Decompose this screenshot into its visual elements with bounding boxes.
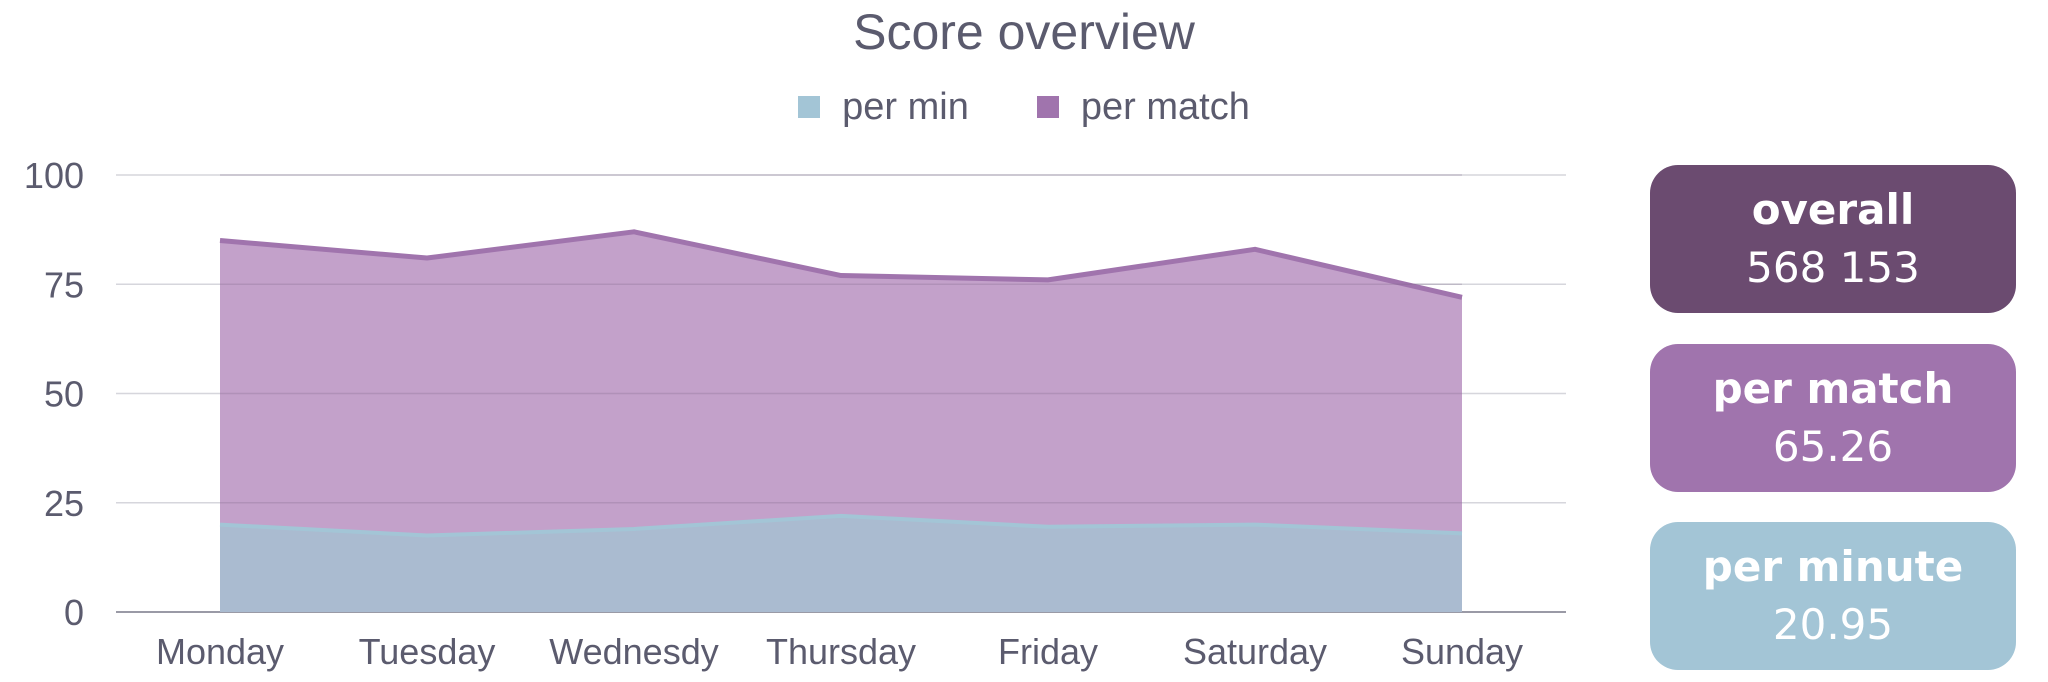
area-chart: 0 25 50 75 100 Monday Tuesday Wednesdy Thursday F… [24,155,1566,672]
x-tick-label: Wednesdy [549,631,718,672]
overall-value: 568 153 [1746,243,1920,292]
legend-swatch-per-match [1036,96,1059,118]
legend-label-per-min: per min [842,85,969,128]
x-tick-label: Thursday [766,631,916,672]
overall-card: overall 568 153 [1650,165,2016,313]
chart-title: Score overview [853,4,1195,60]
y-tick-label: 0 [64,592,84,633]
per-match-label: per match [1712,364,1954,413]
legend-item-per-match: per match [1036,85,1250,129]
per-match-card: per match 65.26 [1650,344,2016,492]
x-tick-label: Tuesday [359,631,496,672]
per-minute-value: 20.95 [1772,600,1894,649]
x-tick-label: Monday [156,631,284,672]
x-tick-label: Friday [998,631,1098,672]
x-tick-label: Saturday [1183,631,1327,672]
legend-item-per-min: per min [798,86,969,129]
chart-legend: per min per match [0,80,2048,134]
area-per-min [220,515,1462,612]
x-tick-label: Sunday [1401,631,1523,672]
y-tick-label: 50 [44,374,84,415]
legend-swatch-per-min [798,96,821,118]
per-minute-label: per minute [1702,542,1964,591]
per-match-value: 65.26 [1772,422,1894,471]
y-tick-label: 100 [24,155,84,196]
y-tick-label: 25 [44,483,84,524]
per-minute-card: per minute 20.95 [1650,522,2016,670]
y-tick-label: 75 [44,264,84,305]
legend-label-per-match: per match [1080,85,1250,128]
overall-label: overall [1751,185,1915,234]
area-per-match [220,231,1462,536]
